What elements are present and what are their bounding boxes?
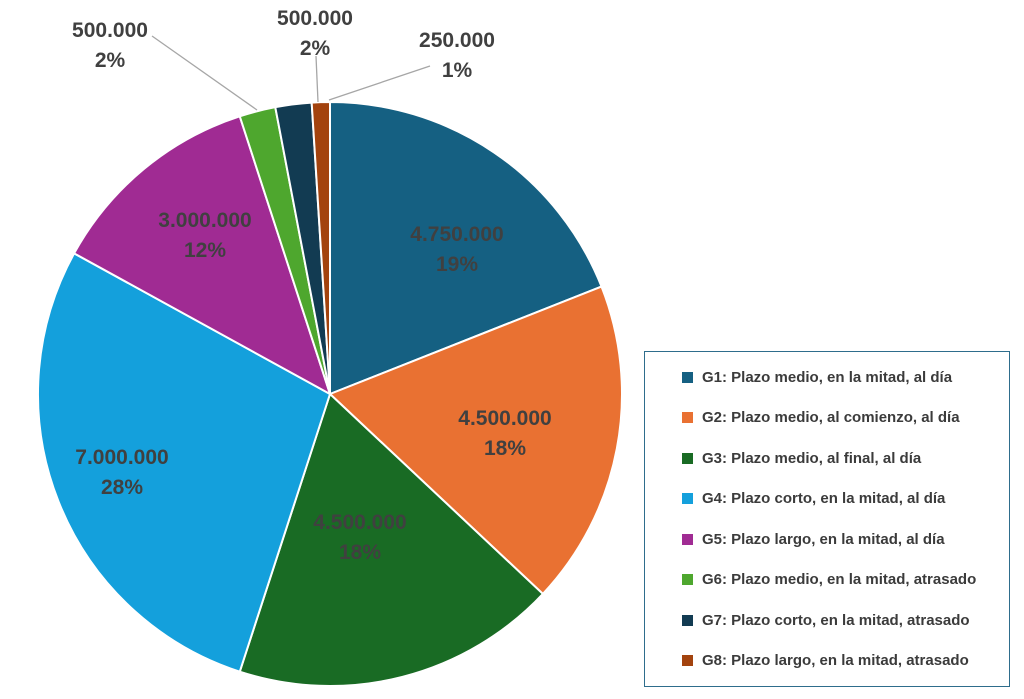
chart-legend: G1: Plazo medio, en la mitad, al día G2: …	[644, 351, 1010, 687]
legend-marker-icon	[682, 412, 693, 424]
slice-label-g5: 3.000.000 12%	[158, 209, 251, 262]
legend-marker-icon	[682, 533, 693, 545]
slice-label-g6: 500.000 2%	[72, 19, 148, 72]
leader-line-g6	[151, 35, 258, 111]
legend-marker-icon	[682, 574, 693, 586]
legend-item-g8[interactable]: G8: Plazo largo, en la mitad, atrasado	[682, 650, 1001, 672]
legend-item-g6[interactable]: G6: Plazo medio, en la mitad, atrasado	[682, 569, 1001, 591]
pie-slice-g4[interactable]	[37, 252, 331, 673]
legend-marker-icon	[682, 452, 693, 464]
legend-item-g1[interactable]: G1: Plazo medio, en la mitad, al día	[682, 366, 1001, 388]
leader-line-g8	[328, 65, 431, 101]
pie-slice-g5[interactable]	[73, 115, 331, 395]
legend-label: G6: Plazo medio, en la mitad, atrasado	[702, 571, 977, 589]
legend-item-g7[interactable]: G7: Plazo corto, en la mitad, atrasado	[682, 609, 1001, 631]
legend-label: G1: Plazo medio, en la mitad, al día	[702, 368, 953, 386]
legend-label: G3: Plazo medio, al final, al día	[702, 449, 922, 467]
legend-label: G2: Plazo medio, al comienzo, al día	[702, 409, 960, 427]
legend-label: G8: Plazo largo, en la mitad, atrasado	[702, 652, 969, 670]
legend-label: G5: Plazo largo, en la mitad, al día	[702, 530, 945, 548]
legend-label: G7: Plazo corto, en la mitad, atrasado	[702, 611, 970, 629]
slice-label-g3: 4.500.000 18%	[313, 511, 406, 564]
legend-item-g3[interactable]: G3: Plazo medio, al final, al día	[682, 447, 1001, 469]
pie-slice-g3[interactable]	[238, 393, 544, 687]
slice-label-g7: 500.000 2%	[277, 7, 353, 60]
legend-item-g2[interactable]: G2: Plazo medio, al comienzo, al día	[682, 407, 1001, 429]
legend-marker-icon	[682, 371, 693, 383]
pie-slice-g2[interactable]	[329, 285, 623, 595]
slice-label-g2: 4.500.000 18%	[458, 407, 551, 460]
slice-label-g1: 4.750.000 19%	[410, 223, 503, 276]
legend-item-g4[interactable]: G4: Plazo corto, en la mitad, al día	[682, 488, 1001, 510]
slice-label-g4: 7.000.000 28%	[75, 446, 168, 499]
legend-label: G4: Plazo corto, en la mitad, al día	[702, 490, 946, 508]
leader-line-g7	[315, 55, 319, 103]
pie-slice-g8[interactable]	[310, 101, 331, 395]
slice-label-g8: 250.000 1%	[419, 29, 495, 82]
legend-marker-icon	[682, 655, 693, 667]
pie-slice-g1[interactable]	[329, 101, 603, 395]
legend-marker-icon	[682, 493, 693, 505]
legend-marker-icon	[682, 614, 693, 626]
legend-item-g5[interactable]: G5: Plazo largo, en la mitad, al día	[682, 528, 1001, 550]
